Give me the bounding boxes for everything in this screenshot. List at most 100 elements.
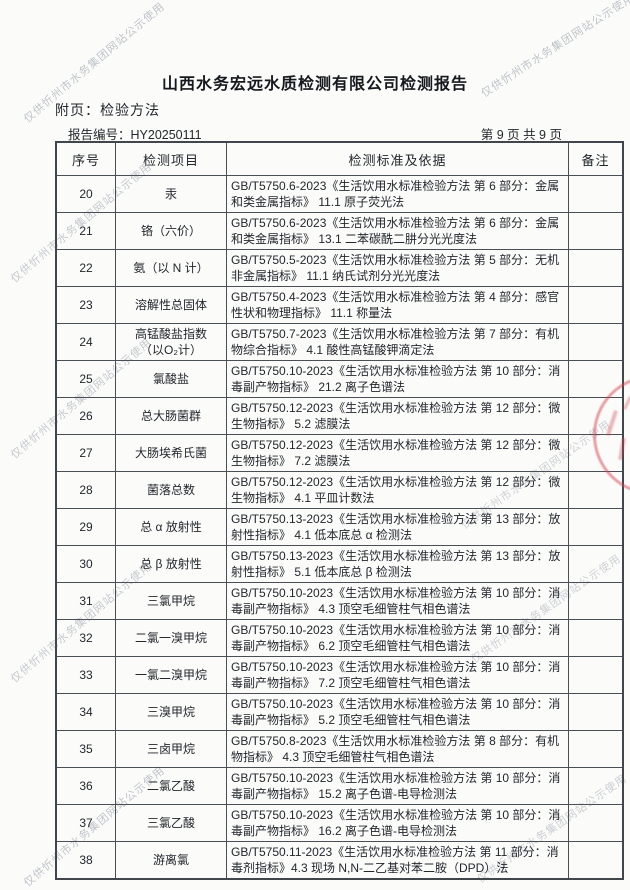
- cell-standard: GB/T5750.12-2023《生活饮用水标准检验方法 第 12 部分：微生物…: [226, 397, 569, 435]
- cell-remark: [568, 323, 624, 361]
- table-row: 27 大肠埃希氏菌 GB/T5750.12-2023《生活饮用水标准检验方法 第 1…: [55, 434, 624, 472]
- cell-item: 总 β 放射性: [115, 545, 227, 583]
- cell-item: 总 α 放射性: [115, 508, 227, 546]
- cell-no: 22: [55, 249, 116, 287]
- cell-item: 铬（六价）: [115, 212, 227, 250]
- cell-remark: [568, 508, 624, 546]
- cell-no: 32: [55, 619, 116, 657]
- cell-remark: [568, 545, 624, 583]
- cell-no: 34: [55, 693, 116, 731]
- table-row: 28 菌落总数 GB/T5750.12-2023《生活饮用水标准检验方法 第 12 …: [55, 471, 624, 509]
- table-row: 33 一氯二溴甲烷 GB/T5750.10-2023《生活饮用水标准检验方法 第 1…: [55, 656, 624, 694]
- cell-standard: GB/T5750.6-2023《生活饮用水标准检验方法 第 6 部分：金属和类金…: [226, 212, 569, 250]
- cell-standard: GB/T5750.12-2023《生活饮用水标准检验方法 第 12 部分：微生物…: [226, 471, 569, 509]
- cell-item: 溶解性总固体: [115, 286, 227, 324]
- cell-no: 30: [55, 545, 116, 583]
- page-indicator: 第 9 页 共 9 页: [480, 128, 562, 142]
- table-row: 24 高锰酸盐指数 （以O₂计） GB/T5750.7-2023《生活饮用水标准检验…: [55, 323, 624, 361]
- cell-remark: [568, 841, 624, 880]
- cell-no: 31: [55, 582, 116, 620]
- cell-item: 二氯乙酸: [115, 767, 227, 805]
- cell-remark: [568, 767, 624, 805]
- cell-item: 菌落总数: [115, 471, 227, 509]
- cell-remark: [568, 249, 624, 287]
- cell-standard: GB/T5750.10-2023《生活饮用水标准检验方法 第 10 部分：消毒副…: [226, 804, 569, 842]
- header-row: 序号 检测项目 检测标准及依据 备注: [55, 141, 624, 176]
- cell-no: 23: [55, 286, 116, 324]
- table-row: 34 三溴甲烷 GB/T5750.10-2023《生活饮用水标准检验方法 第 10 …: [55, 693, 624, 731]
- cell-standard: GB/T5750.10-2023《生活饮用水标准检验方法 第 10 部分：消毒副…: [226, 693, 569, 731]
- cell-remark: [568, 693, 624, 731]
- column-header-item: 检测项目: [115, 141, 227, 176]
- cell-no: 37: [55, 804, 116, 842]
- cell-no: 25: [55, 360, 116, 398]
- table-row: 26 总大肠菌群 GB/T5750.12-2023《生活饮用水标准检验方法 第 12…: [55, 397, 624, 435]
- cell-remark: [568, 360, 624, 398]
- cell-remark: [568, 286, 624, 324]
- seal-glyph-mark: [606, 410, 618, 436]
- cell-no: 29: [55, 508, 116, 546]
- cell-item: 大肠埃希氏菌: [115, 434, 227, 472]
- cell-item: 三溴甲烷: [115, 693, 227, 731]
- cell-standard: GB/T5750.10-2023《生活饮用水标准检验方法 第 10 部分：消毒副…: [226, 656, 569, 694]
- cell-item: 二氯一溴甲烷: [115, 619, 227, 657]
- table-row: 38 游离氯 GB/T5750.11-2023《生活饮用水标准检验方法 第 11 部…: [55, 841, 624, 880]
- table-row: 22 氨（以 N 计） GB/T5750.5-2023《生活饮用水标准检验方法 第 …: [55, 249, 624, 287]
- cell-no: 36: [55, 767, 116, 805]
- cell-remark: [568, 619, 624, 657]
- table-row: 31 三氯甲烷 GB/T5750.10-2023《生活饮用水标准检验方法 第 10 …: [55, 582, 624, 620]
- cell-no: 28: [55, 471, 116, 509]
- cell-remark: [568, 656, 624, 694]
- cell-item: 三卤甲烷: [115, 730, 227, 768]
- table-row: 20 汞 GB/T5750.6-2023《生活饮用水标准检验方法 第 6 部分：金属…: [55, 175, 624, 213]
- column-header-no: 序号: [55, 141, 116, 176]
- cell-standard: GB/T5750.13-2023《生活饮用水标准检验方法 第 13 部分：放射性…: [226, 508, 569, 546]
- cell-standard: GB/T5750.5-2023《生活饮用水标准检验方法 第 5 部分：无机非金属…: [226, 249, 569, 287]
- column-header-standard: 检测标准及依据: [226, 141, 569, 176]
- seal-glyph-mark: [623, 396, 630, 410]
- cell-standard: GB/T5750.7-2023《生活饮用水标准检验方法 第 7 部分：有机物综合…: [226, 323, 569, 361]
- cell-remark: [568, 212, 624, 250]
- table-row: 37 三氯乙酸 GB/T5750.10-2023《生活饮用水标准检验方法 第 10 …: [55, 804, 624, 842]
- table-row: 25 氯酸盐 GB/T5750.10-2023《生活饮用水标准检验方法 第 10 部…: [55, 360, 624, 398]
- cell-item: 氨（以 N 计）: [115, 249, 227, 287]
- cell-item: 高锰酸盐指数 （以O₂计）: [115, 323, 227, 361]
- cell-standard: GB/T5750.11-2023《生活饮用水标准检验方法 第 11 部分：消毒剂…: [226, 841, 569, 880]
- table-row: 36 二氯乙酸 GB/T5750.10-2023《生活饮用水标准检验方法 第 10 …: [55, 767, 624, 805]
- cell-standard: GB/T5750.13-2023《生活饮用水标准检验方法 第 13 部分：放射性…: [226, 545, 569, 583]
- cell-no: 38: [55, 841, 116, 880]
- cell-item: 三氯甲烷: [115, 582, 227, 620]
- cell-no: 24: [55, 323, 116, 361]
- column-header-remark: 备注: [568, 141, 624, 176]
- cell-standard: GB/T5750.12-2023《生活饮用水标准检验方法 第 12 部分：微生物…: [226, 434, 569, 472]
- cell-remark: [568, 175, 624, 213]
- cell-standard: GB/T5750.4-2023《生活饮用水标准检验方法 第 4 部分：感官性状和…: [226, 286, 569, 324]
- cell-item: 一氯二溴甲烷: [115, 656, 227, 694]
- cell-no: 21: [55, 212, 116, 250]
- cell-no: 20: [55, 175, 116, 213]
- cell-item: 氯酸盐: [115, 360, 227, 398]
- cell-item: 三氯乙酸: [115, 804, 227, 842]
- cell-remark: [568, 582, 624, 620]
- cell-item: 游离氯: [115, 841, 227, 880]
- cell-standard: GB/T5750.6-2023《生活饮用水标准检验方法 第 6 部分：金属和类金…: [226, 175, 569, 213]
- seal-glyph-mark: [618, 437, 626, 461]
- cell-standard: GB/T5750.8-2023《生活饮用水标准检验方法 第 8 部分：有机物指标…: [226, 730, 569, 768]
- cell-standard: GB/T5750.10-2023《生活饮用水标准检验方法 第 10 部分：消毒副…: [226, 619, 569, 657]
- report-number: 报告编号：HY20250111: [68, 128, 202, 142]
- table-row: 30 总 β 放射性 GB/T5750.13-2023《生活饮用水标准检验方法 第 …: [55, 545, 624, 583]
- table-row: 23 溶解性总固体 GB/T5750.4-2023《生活饮用水标准检验方法 第 4 …: [55, 286, 624, 324]
- cell-no: 27: [55, 434, 116, 472]
- methods-table-head: 序号 检测项目 检测标准及依据 备注: [55, 141, 624, 176]
- cell-standard: GB/T5750.10-2023《生活饮用水标准检验方法 第 10 部分：消毒副…: [226, 360, 569, 398]
- cell-standard: GB/T5750.10-2023《生活饮用水标准检验方法 第 10 部分：消毒副…: [226, 582, 569, 620]
- attachment-label: 附页：检验方法: [55, 102, 160, 118]
- cell-standard: GB/T5750.10-2023《生活饮用水标准检验方法 第 10 部分：消毒副…: [226, 767, 569, 805]
- cell-no: 35: [55, 730, 116, 768]
- page-title: 山西水务宏远水质检测有限公司检测报告: [161, 76, 468, 93]
- table-row: 35 三卤甲烷 GB/T5750.8-2023《生活饮用水标准检验方法 第 8 部分…: [55, 730, 624, 768]
- table-row: 21 铬（六价） GB/T5750.6-2023《生活饮用水标准检验方法 第 6 部…: [55, 212, 624, 250]
- cell-no: 26: [55, 397, 116, 435]
- cell-remark: [568, 804, 624, 842]
